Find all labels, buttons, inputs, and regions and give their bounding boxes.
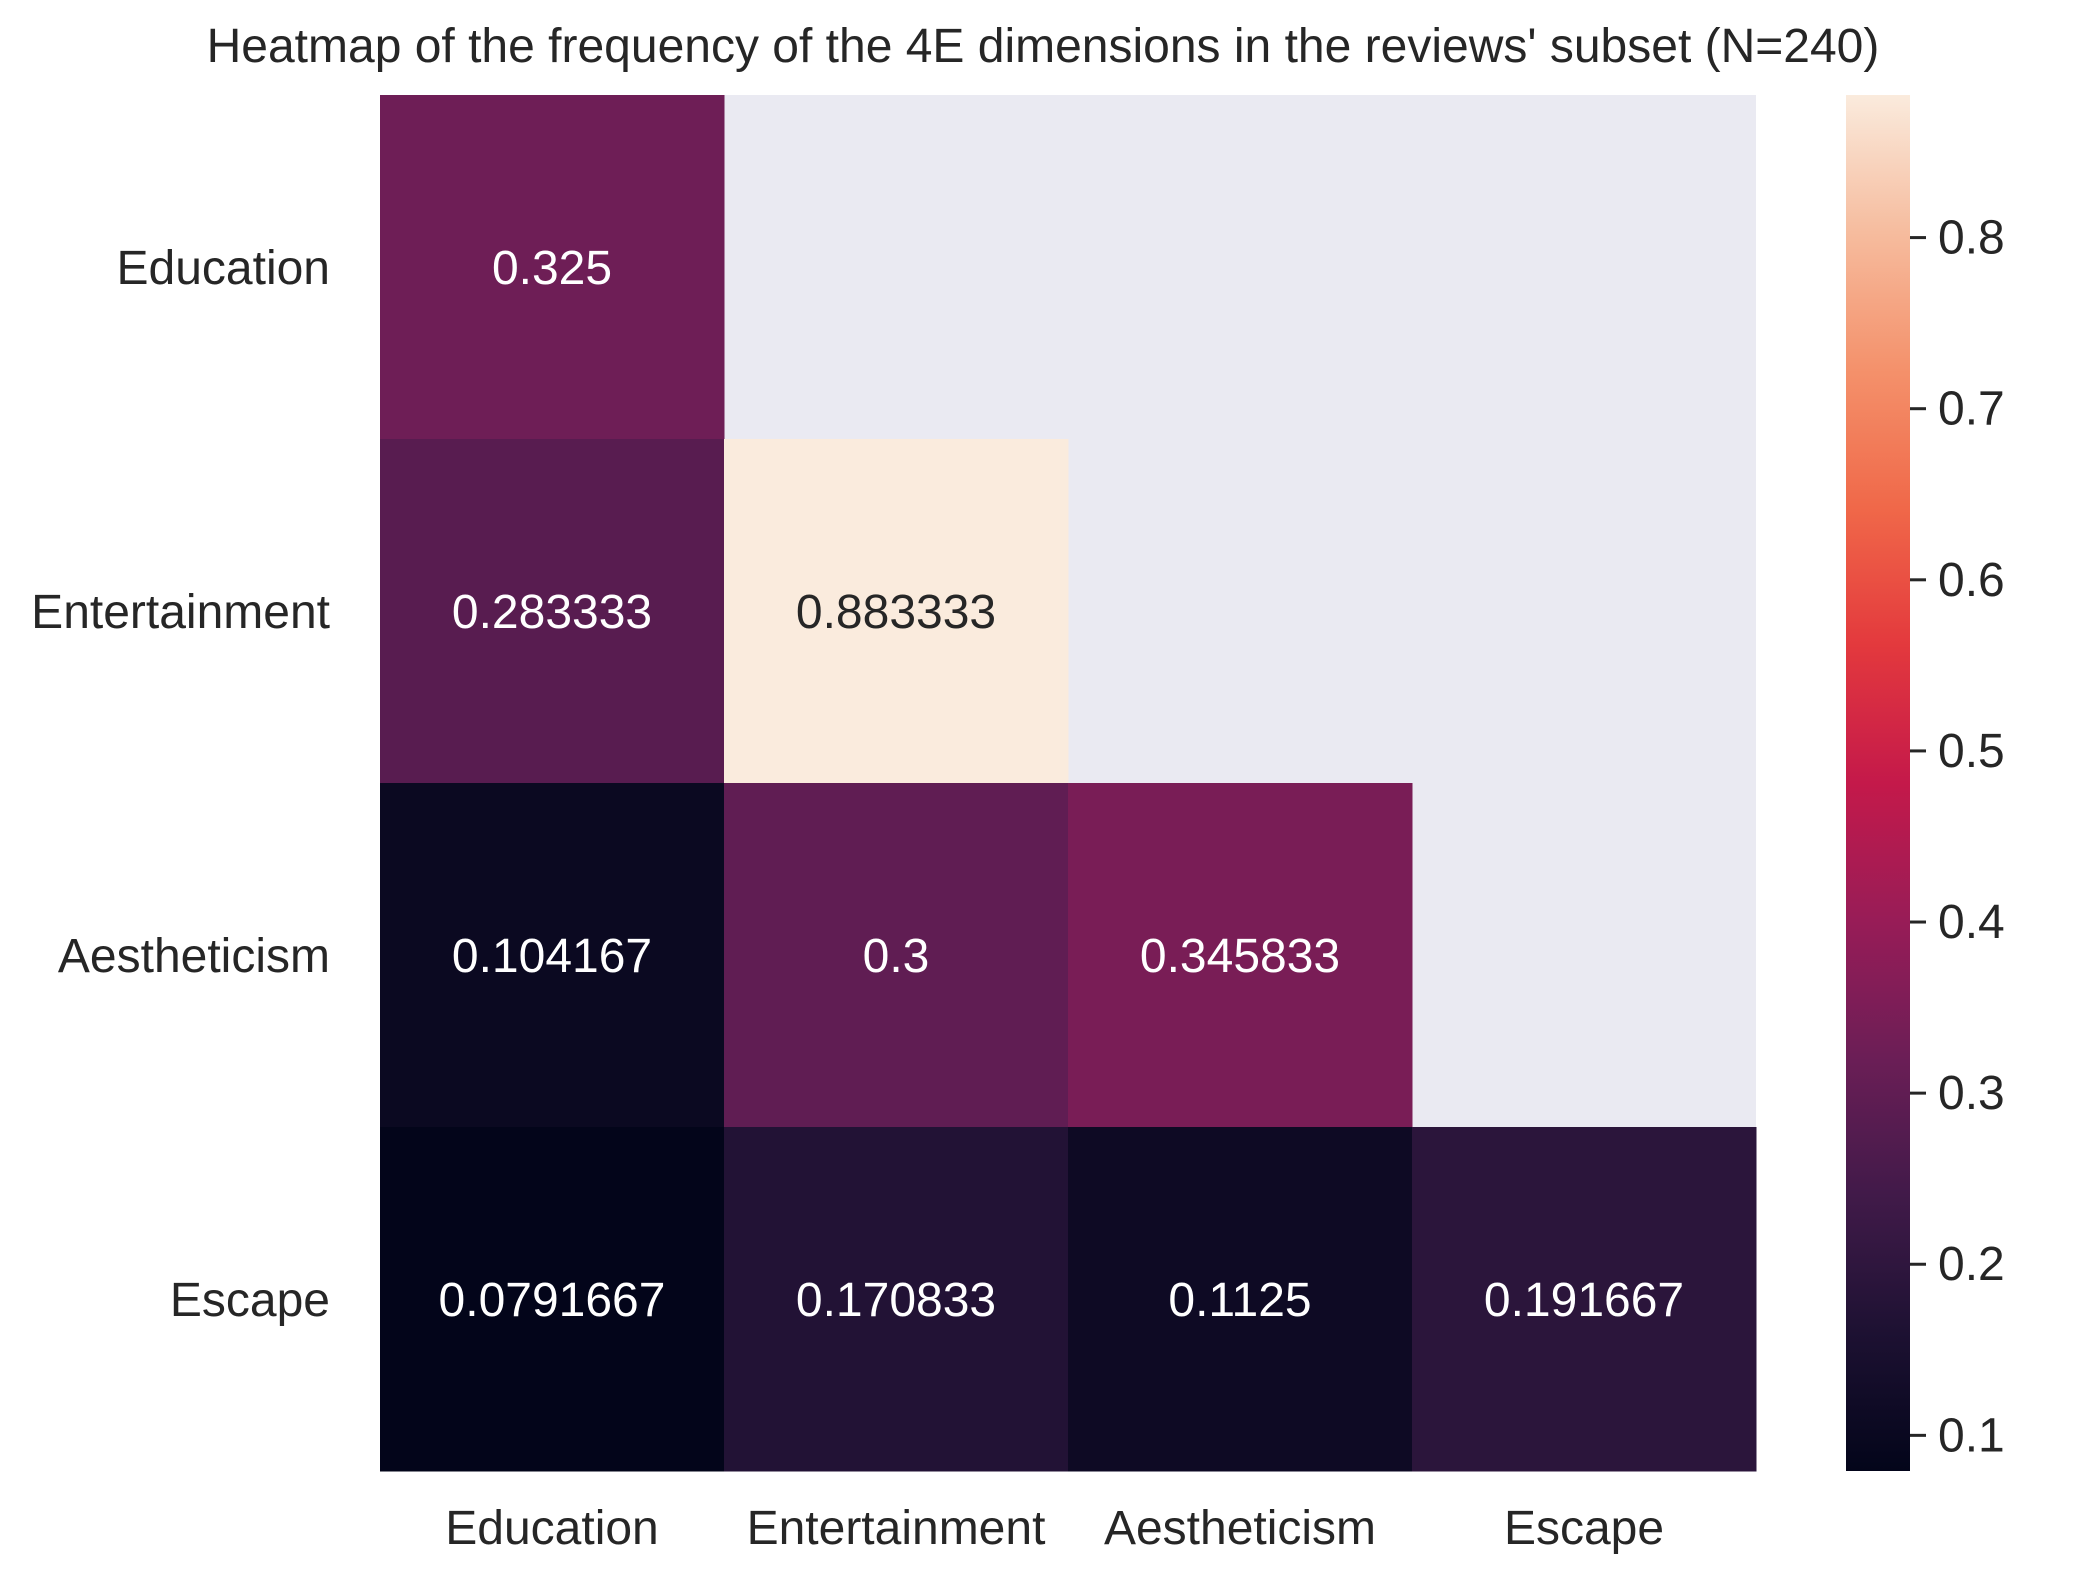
row-tick-labels: Education Entertainment Aestheticism Escape — [31, 242, 330, 1327]
colorbar-tick-label: 0.6 — [1938, 554, 2005, 607]
colorbar-tick-label: 0.7 — [1938, 383, 2005, 436]
chart-title: Heatmap of the frequency of the 4E dimen… — [207, 20, 1880, 73]
cell-value-label: 0.883333 — [796, 586, 996, 639]
heatmap-cell-escape-education — [380, 1127, 725, 1472]
colorbar-gradient — [1846, 95, 1910, 1471]
heatmap-cells: 0.325 0.283333 0.883333 0.104167 0.3 0.345833… — [380, 95, 1757, 1472]
cell-value-label: 0.3 — [863, 930, 930, 983]
colorbar-tick-label: 0.1 — [1938, 1409, 2005, 1462]
heatmap-cell-entertainment-entertainment — [724, 439, 1069, 784]
cell-value-label: 0.283333 — [452, 586, 652, 639]
cell-value-label: 0.345833 — [1140, 930, 1340, 983]
colorbar-tick-label: 0.3 — [1938, 1067, 2005, 1120]
colorbar-tick-label: 0.4 — [1938, 896, 2005, 949]
row-label-education: Education — [117, 242, 331, 295]
cell-value-label: 0.1125 — [1168, 1274, 1311, 1327]
row-label-escape: Escape — [170, 1274, 330, 1327]
column-label-aestheticism: Aestheticism — [1104, 1502, 1376, 1555]
heatmap-cell-education-education — [380, 95, 725, 440]
row-label-aestheticism: Aestheticism — [58, 930, 330, 983]
cell-value-label: 0.0791667 — [439, 1274, 666, 1327]
heatmap-cell-entertainment-education — [380, 439, 725, 784]
cell-value-label: 0.325 — [492, 242, 612, 295]
row-label-entertainment: Entertainment — [31, 586, 330, 639]
heatmap-cell-aestheticism-education — [380, 783, 725, 1128]
heatmap-cell-escape-escape — [1412, 1127, 1757, 1472]
cell-value-label: 0.104167 — [452, 930, 652, 983]
column-label-escape: Escape — [1504, 1502, 1664, 1555]
heatmap-cell-aestheticism-entertainment — [724, 783, 1069, 1128]
column-label-education: Education — [445, 1502, 659, 1555]
colorbar-tick-label: 0.2 — [1938, 1238, 2005, 1291]
column-tick-labels: Education Entertainment Aestheticism Escape — [445, 1502, 1664, 1555]
cell-value-label: 0.170833 — [796, 1274, 996, 1327]
cell-value-label: 0.191667 — [1484, 1274, 1684, 1327]
colorbar-tick-label: 0.5 — [1938, 725, 2005, 778]
colorbar: 0.1 0.2 0.3 0.4 0.5 0.6 0.7 0.8 — [1846, 95, 2005, 1471]
colorbar-tick-label: 0.8 — [1938, 212, 2005, 265]
heatmap-cell-escape-aestheticism — [1068, 1127, 1413, 1472]
heatmap-cell-aestheticism-aestheticism — [1068, 783, 1413, 1128]
column-label-entertainment: Entertainment — [747, 1502, 1046, 1555]
heatmap-cell-escape-entertainment — [724, 1127, 1069, 1472]
